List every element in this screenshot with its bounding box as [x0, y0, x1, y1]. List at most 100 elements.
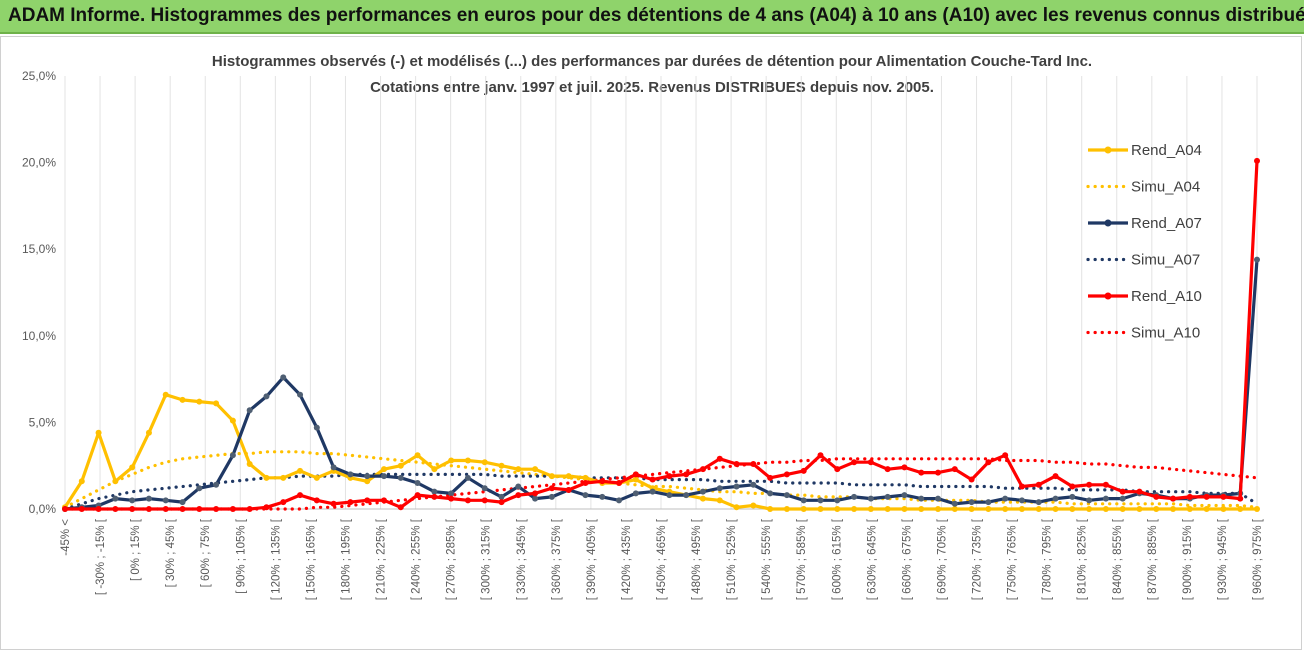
data-point: [884, 493, 891, 500]
data-point: [1220, 506, 1227, 512]
data-point: [968, 476, 975, 483]
data-point: [297, 391, 304, 398]
y-tick-label: 15,0%: [22, 242, 56, 256]
y-tick-label: 5,0%: [29, 415, 57, 429]
data-point: [985, 499, 992, 506]
legend-label: Rend_A07: [1131, 215, 1202, 232]
x-tick-label: [ 360% ; 375% [: [551, 518, 563, 600]
data-point: [1086, 506, 1093, 512]
data-point: [179, 506, 186, 512]
data-point: [817, 452, 824, 459]
data-point: [1018, 506, 1025, 512]
data-point: [196, 485, 203, 492]
data-point: [414, 480, 421, 487]
x-tick-label: [ 240% ; 255% [: [411, 518, 423, 600]
data-point: [582, 492, 589, 499]
data-point: [179, 499, 186, 506]
data-point: [481, 485, 488, 492]
x-tick-label: [ 270% ; 285% [: [446, 518, 458, 600]
data-point: [1069, 493, 1076, 500]
data-point: [1086, 481, 1093, 488]
data-point: [951, 466, 958, 473]
data-point: [397, 504, 404, 511]
x-tick-label: [ 660% ; 675% [: [901, 518, 913, 600]
data-point: [1052, 506, 1059, 512]
data-point: [666, 473, 673, 480]
data-point: [431, 488, 438, 495]
data-point: [632, 471, 639, 478]
data-point: [464, 497, 471, 504]
data-point: [380, 497, 387, 504]
data-point: [783, 471, 790, 478]
data-point: [716, 485, 723, 492]
data-point: [683, 492, 690, 499]
data-point: [229, 417, 236, 424]
x-tick-label: [ 150% ; 165% [: [305, 518, 317, 600]
x-tick-label: [ 60% ; 75% [: [200, 518, 212, 587]
data-point: [280, 374, 287, 381]
x-tick-label: -45% <: [60, 519, 72, 556]
x-tick-label: [ 600% ; 615% [: [831, 518, 843, 600]
legend-label: Simu_A10: [1131, 325, 1200, 342]
data-point: [1136, 506, 1143, 512]
data-point: [464, 474, 471, 481]
data-point: [380, 473, 387, 480]
data-point: [817, 497, 824, 504]
data-point: [767, 474, 774, 481]
data-point: [213, 400, 220, 407]
data-point: [347, 499, 354, 506]
data-point: [750, 460, 757, 467]
data-point: [1220, 493, 1227, 500]
x-tick-label: [ 0% ; 15% [: [130, 518, 142, 581]
data-point: [62, 506, 68, 512]
data-point: [548, 473, 555, 480]
data-point: [498, 499, 505, 506]
data-point: [1086, 497, 1093, 504]
data-point: [1254, 157, 1260, 164]
data-point: [414, 452, 421, 459]
x-tick-label: [ -30% ; -15% [: [95, 518, 107, 595]
data-point: [951, 506, 958, 512]
legend-label: Rend_A10: [1131, 288, 1202, 305]
data-point: [632, 476, 639, 483]
data-point: [313, 424, 320, 431]
data-point: [599, 493, 606, 500]
x-tick-label: [ 540% ; 555% [: [761, 518, 773, 600]
data-point: [649, 488, 656, 495]
data-point: [985, 506, 992, 512]
data-point: [464, 457, 471, 464]
data-point: [649, 476, 656, 483]
data-point: [364, 473, 371, 480]
legend-marker: [1104, 292, 1112, 300]
data-point: [1018, 483, 1025, 490]
data-point: [145, 506, 152, 512]
data-point: [280, 474, 287, 481]
data-point: [1002, 495, 1009, 502]
data-point: [145, 429, 152, 436]
data-point: [145, 495, 152, 502]
data-point: [263, 474, 270, 481]
data-point: [515, 492, 522, 499]
data-point: [1002, 452, 1009, 459]
data-point: [616, 480, 623, 487]
x-tick-label: [ 900% ; 915% [: [1182, 518, 1194, 600]
data-point: [783, 492, 790, 499]
chart-title: Histogrammes observés (-) et modélisés (…: [211, 53, 1093, 70]
data-point: [699, 495, 706, 502]
data-point: [515, 483, 522, 490]
data-point: [1119, 506, 1126, 512]
data-point: [213, 506, 220, 512]
data-point: [1170, 495, 1177, 502]
x-tick-label: [ 840% ; 855% [: [1112, 518, 1124, 600]
chart-subtitle: Cotations entre janv. 1997 et juil. 2025…: [370, 79, 934, 96]
data-point: [616, 497, 623, 504]
data-point: [699, 466, 706, 473]
data-point: [935, 506, 942, 512]
data-point: [1186, 506, 1193, 512]
data-point: [1203, 506, 1210, 512]
data-point: [112, 495, 119, 502]
x-tick-label: [ 450% ; 465% [: [656, 518, 668, 600]
data-point: [431, 493, 438, 500]
x-tick-label: [ 720% ; 735% [: [972, 518, 984, 600]
